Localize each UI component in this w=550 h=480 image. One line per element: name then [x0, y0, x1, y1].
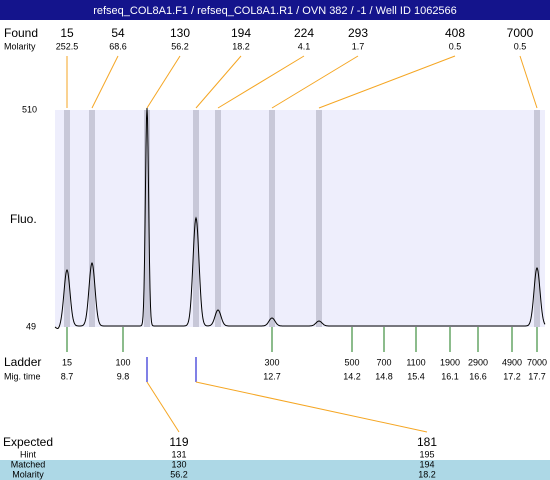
expected-row-label: Expected — [3, 435, 53, 449]
ladder-label: Ladder — [4, 355, 41, 369]
found-size: 293 — [348, 26, 368, 40]
header-bar — [0, 0, 550, 20]
found-molarity: 56.2 — [171, 41, 189, 51]
ladder-size: 4900 — [502, 357, 522, 367]
found-molarity: 252.5 — [56, 41, 79, 51]
ladder-size: 1900 — [440, 357, 460, 367]
peak-band — [89, 110, 95, 327]
ladder-size: 7000 — [527, 357, 547, 367]
found-molarity: 1.7 — [352, 41, 365, 51]
peak-band — [269, 110, 275, 327]
found-size: 7000 — [507, 26, 534, 40]
ladder-mig-time: 16.1 — [441, 371, 459, 381]
expected-value: 18.2 — [418, 469, 436, 479]
expected-value: 119 — [169, 435, 188, 449]
ladder-size: 700 — [376, 357, 391, 367]
ladder-mig-time: 17.7 — [528, 371, 546, 381]
header-title: refseq_COL8A1.F1 / refseq_COL8A1.R1 / OV… — [93, 5, 457, 17]
found-size: 194 — [231, 26, 251, 40]
expected-value: 131 — [171, 449, 186, 459]
trace — [54, 107, 546, 330]
expected-row-label: Matched — [11, 459, 46, 469]
peak-band — [316, 110, 322, 327]
found-link — [271, 55, 359, 109]
expected-link — [146, 381, 180, 433]
axis-label: Fluo. — [10, 212, 37, 226]
ladder-mig-time: 9.8 — [117, 371, 130, 381]
axis-top: 510 — [22, 104, 37, 114]
expected-value: 195 — [419, 449, 434, 459]
found-size: 408 — [445, 26, 465, 40]
found-size: 224 — [294, 26, 314, 40]
found-size: 15 — [60, 26, 74, 40]
expected-value: 181 — [417, 435, 437, 449]
found-label: Found — [4, 26, 38, 40]
plot-area — [55, 110, 545, 327]
expected-link — [195, 381, 428, 433]
ladder-mig-time: 17.2 — [503, 371, 521, 381]
ladder-size: 2900 — [468, 357, 488, 367]
found-size: 54 — [111, 26, 125, 40]
peak-band — [64, 110, 70, 327]
found-link — [217, 55, 305, 109]
found-link — [318, 55, 456, 109]
found-link — [195, 55, 242, 109]
expected-row-label: Molarity — [12, 469, 44, 479]
ladder-size: 100 — [115, 357, 130, 367]
found-link — [146, 55, 181, 109]
mig-time-label: Mig. time — [4, 371, 41, 381]
ladder-mig-time: 14.2 — [343, 371, 361, 381]
found-link — [519, 55, 538, 109]
found-molarity: 0.5 — [514, 41, 527, 51]
expected-row-label: Hint — [20, 449, 37, 459]
found-molarity: 18.2 — [232, 41, 250, 51]
found-molarity: 68.6 — [109, 41, 127, 51]
ladder-size: 1100 — [406, 357, 425, 367]
ladder-mig-time: 8.7 — [61, 371, 74, 381]
ladder-size: 300 — [264, 357, 279, 367]
peak-band — [144, 110, 150, 327]
ladder-mig-time: 12.7 — [263, 371, 281, 381]
found-size: 130 — [170, 26, 190, 40]
ladder-mig-time: 14.8 — [375, 371, 393, 381]
matched-highlight — [0, 460, 550, 480]
ladder-size: 15 — [62, 357, 72, 367]
molarity-label: Molarity — [4, 41, 36, 51]
found-molarity: 4.1 — [298, 41, 311, 51]
expected-value: 194 — [419, 459, 434, 469]
expected-value: 130 — [171, 459, 186, 469]
expected-value: 56.2 — [170, 469, 188, 479]
ladder-size: 500 — [344, 357, 359, 367]
axis-bottom: 49 — [26, 321, 36, 331]
peak-band — [215, 110, 221, 327]
ladder-mig-time: 15.4 — [407, 371, 425, 381]
peak-band — [534, 110, 540, 327]
ladder-mig-time: 16.6 — [469, 371, 487, 381]
found-molarity: 0.5 — [449, 41, 462, 51]
found-link — [91, 55, 119, 109]
